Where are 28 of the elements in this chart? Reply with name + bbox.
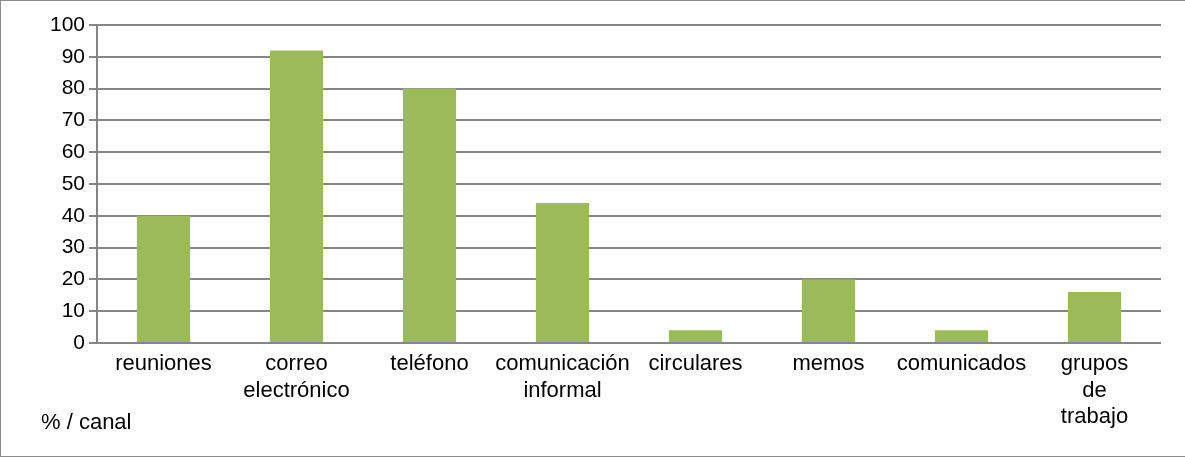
- y-tick-label: 40: [61, 202, 85, 226]
- bar: [668, 330, 723, 342]
- y-tick-label: 60: [61, 139, 85, 162]
- x-tick-label: comunicación informal: [495, 350, 630, 402]
- bar: [136, 215, 191, 342]
- y-tick-label: 50: [61, 170, 85, 194]
- x-tick-label: teléfono: [390, 350, 469, 376]
- y-tick-label: 100: [49, 11, 85, 35]
- bar: [269, 50, 324, 342]
- x-tick-label: comunicados: [896, 350, 1027, 376]
- text: % / canal: [41, 409, 132, 434]
- x-tick-label: circulares: [648, 350, 743, 376]
- x-tick-label: memos: [792, 350, 865, 376]
- bar: [934, 330, 989, 342]
- x-tick-label: correo electrónico: [243, 350, 350, 402]
- y-tick-label: 20: [61, 266, 85, 290]
- bar: [535, 203, 590, 342]
- bar: [1067, 292, 1122, 342]
- y-tick-label: 10: [61, 298, 85, 321]
- y-tick-label: 90: [61, 43, 85, 67]
- y-tick-label: 30: [61, 234, 85, 258]
- x-tick-label: reuniones: [115, 350, 212, 376]
- x-tick-label: grupos de trabajo: [1060, 350, 1129, 429]
- bar: [402, 88, 457, 342]
- y-tick-label: 80: [61, 75, 85, 99]
- y-tick-label: 0: [73, 329, 85, 353]
- y-tick-label: 70: [61, 107, 85, 131]
- bar: [801, 279, 856, 342]
